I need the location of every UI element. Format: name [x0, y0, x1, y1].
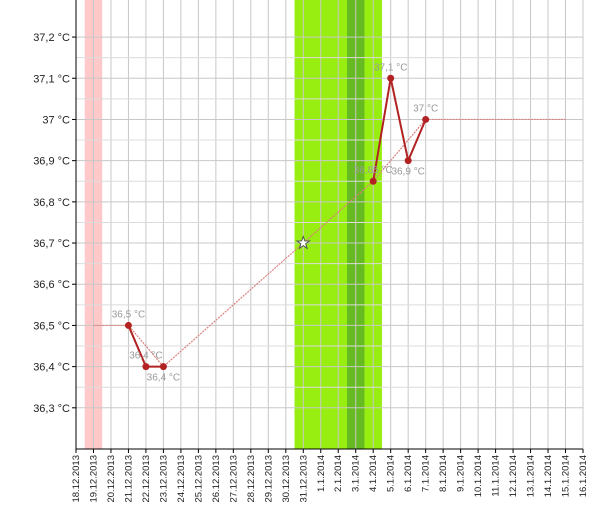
x-tick-label: 26.12.2013: [211, 455, 222, 503]
data-point: [422, 115, 430, 123]
data-label: 36,4 °C: [129, 351, 162, 362]
data-point: [369, 177, 377, 185]
x-tick-label: 20.12.2013: [106, 455, 117, 503]
data-point: [404, 157, 412, 165]
y-tick-label: 36,5 °C: [33, 320, 70, 332]
data-label: 37 °C: [413, 103, 438, 114]
x-tick-label: 24.12.2013: [176, 455, 187, 503]
x-tick-label: 23.12.2013: [158, 455, 169, 503]
x-tick-label: 19.12.2013: [88, 455, 99, 503]
y-tick-label: 36,6 °C: [33, 279, 70, 291]
x-tick-label: 10.1.2014: [473, 455, 484, 497]
x-tick-label: 7.1.2014: [421, 455, 432, 492]
x-tick-label: 16.1.2014: [578, 455, 589, 497]
y-tick-label: 37 °C: [42, 114, 70, 126]
y-tick-label: 36,4 °C: [33, 362, 70, 374]
x-tick-label: 21.12.2013: [123, 455, 134, 503]
y-tick-label: 36,7 °C: [33, 238, 70, 250]
x-tick-label: 3.1.2014: [351, 455, 362, 492]
data-point: [124, 321, 132, 329]
x-tick-label: 29.12.2013: [263, 455, 274, 503]
x-tick-label: 11.1.2014: [491, 455, 502, 497]
data-label: 37,1 °C: [374, 62, 407, 73]
x-tick-label: 30.12.2013: [281, 455, 292, 503]
y-tick-label: 37,1 °C: [33, 73, 70, 85]
x-tick-label: 25.12.2013: [193, 455, 204, 503]
y-tick-label: 36,8 °C: [33, 197, 70, 209]
x-tick-label: 1.1.2014: [316, 455, 327, 492]
x-tick-label: 9.1.2014: [456, 455, 467, 492]
data-label: 36,5 °C: [112, 309, 145, 320]
data-point: [387, 74, 395, 82]
x-tick-label: 15.1.2014: [561, 455, 572, 497]
x-tick-label: 28.12.2013: [246, 455, 257, 503]
x-tick-label: 4.1.2014: [368, 455, 379, 492]
ovulation-marker: [295, 234, 311, 250]
x-tick-label: 31.12.2013: [298, 455, 309, 503]
x-tick-label: 6.1.2014: [403, 455, 414, 492]
data-point: [142, 363, 150, 371]
x-tick-label: 12.1.2014: [508, 455, 519, 497]
x-tick-label: 8.1.2014: [438, 455, 449, 492]
x-tick-label: 5.1.2014: [386, 455, 397, 492]
data-label: 36,4 °C: [147, 373, 180, 384]
x-tick-label: 22.12.2013: [141, 455, 152, 503]
x-tick-label: 2.1.2014: [333, 455, 344, 492]
data-label: 36,9 °C: [391, 167, 424, 178]
y-tick-label: 37,2 °C: [33, 32, 70, 44]
x-tick-label: 27.12.2013: [228, 455, 239, 503]
x-tick-label: 13.1.2014: [526, 455, 537, 497]
data-point: [159, 363, 167, 371]
x-tick-label: 18.12.2013: [71, 455, 82, 503]
y-tick-label: 36,3 °C: [33, 403, 70, 415]
y-tick-label: 36,9 °C: [33, 156, 70, 168]
data-label: 36,85 °C: [354, 165, 393, 176]
x-tick-label: 14.1.2014: [543, 455, 554, 497]
